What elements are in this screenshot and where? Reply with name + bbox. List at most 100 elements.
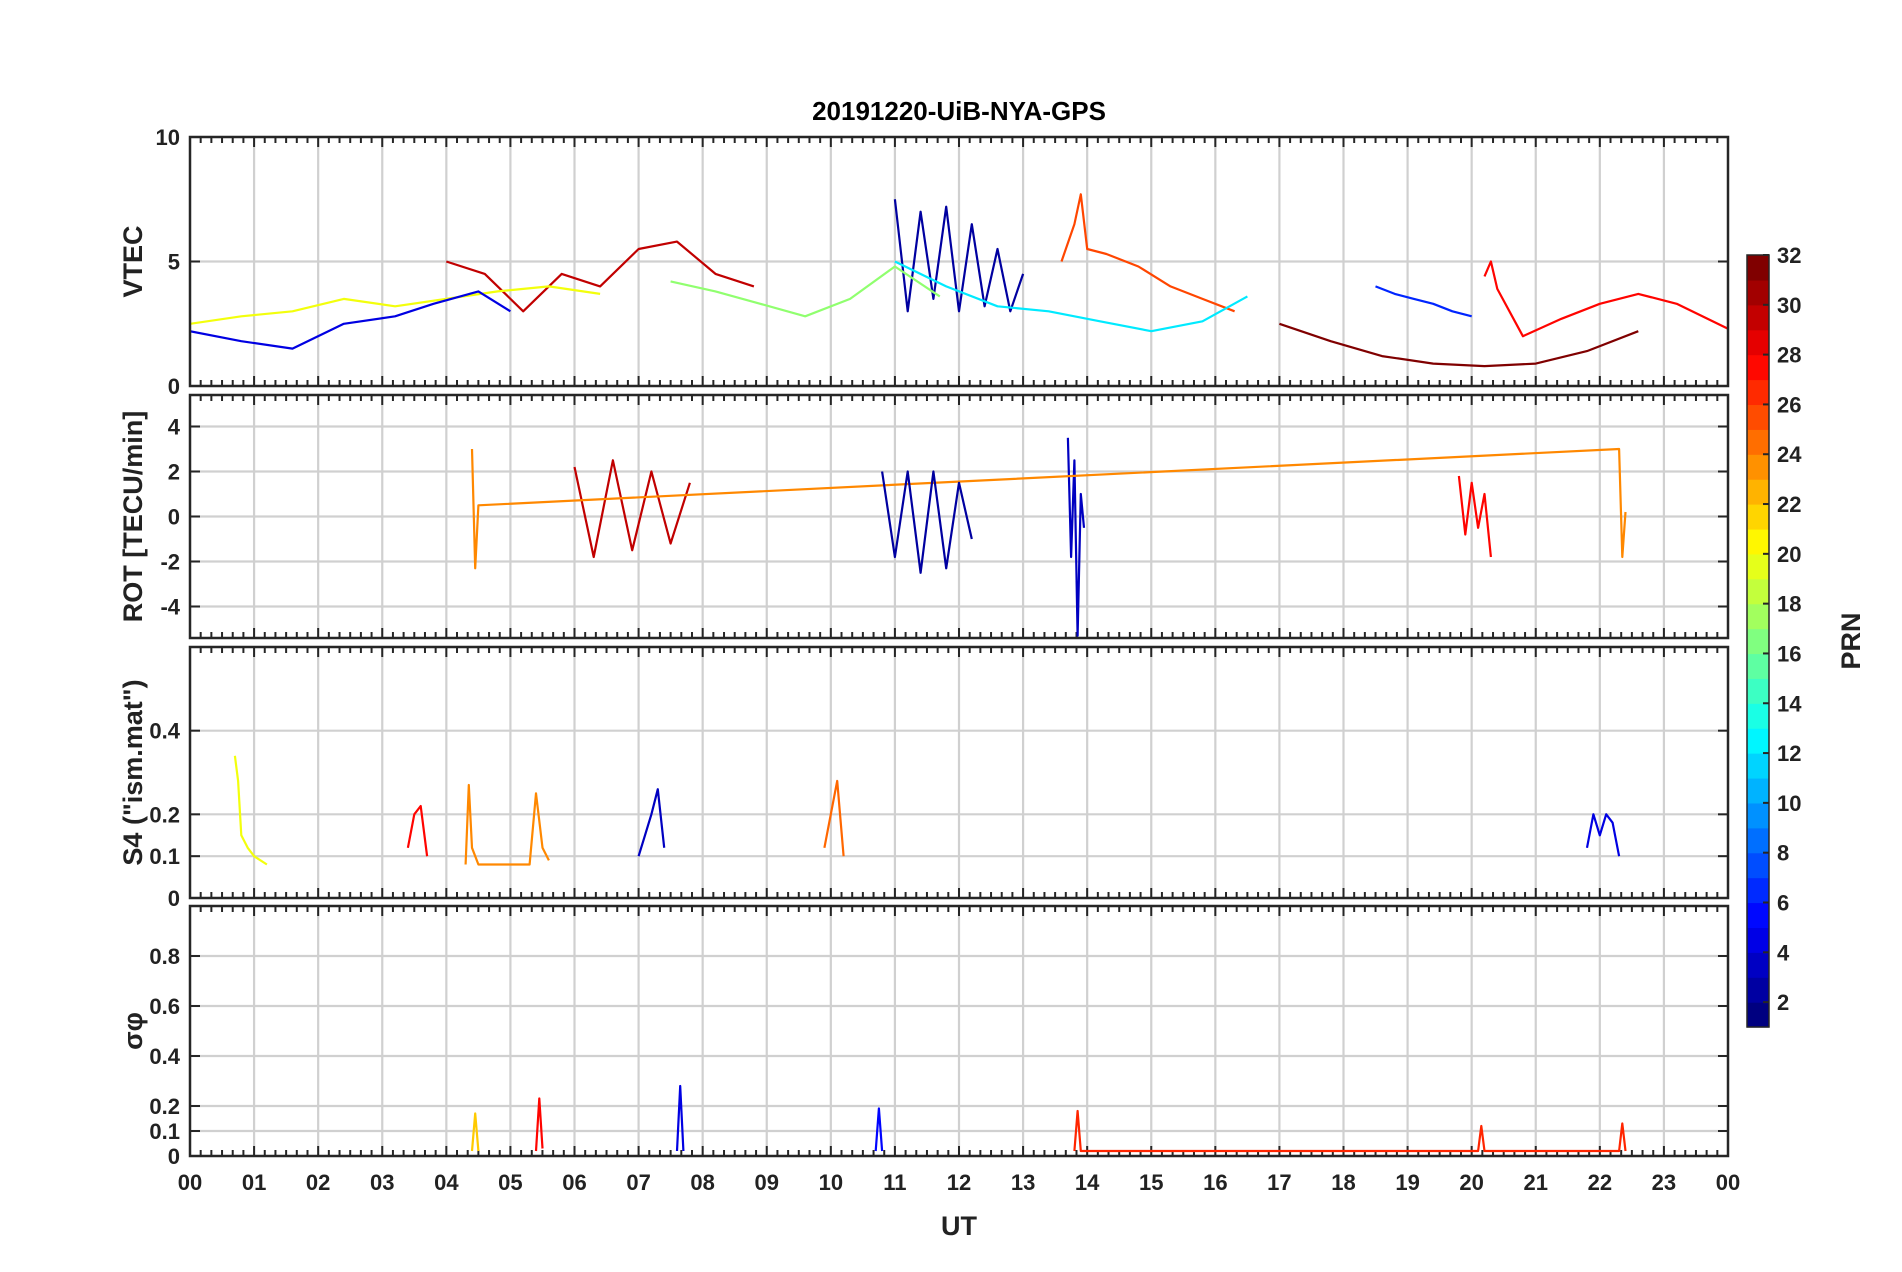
xtick-label: 02 bbox=[306, 1170, 330, 1195]
series-line-prn-27 bbox=[1073, 1109, 1627, 1153]
x-axis-label: UT bbox=[941, 1211, 977, 1241]
colorbar-segment bbox=[1747, 255, 1769, 281]
ytick-label: 0.1 bbox=[149, 1119, 180, 1144]
colorbar-tick-label: 28 bbox=[1777, 343, 1801, 368]
x-axis: 00 01 02 03 04 05 06 07 08 09 10 11 12 13 14 15 16 17 18 19… bbox=[178, 1170, 1740, 1195]
panel-vtec: 0 5 10 VTEC bbox=[118, 125, 1730, 399]
ytick-label: 0 bbox=[168, 886, 180, 911]
series-line-prn-28 bbox=[1483, 260, 1728, 338]
colorbar-tick-label: 4 bbox=[1777, 940, 1790, 965]
colorbar-tick-label: 20 bbox=[1777, 542, 1801, 567]
colorbar-segment bbox=[1747, 877, 1769, 904]
xtick-label: 03 bbox=[370, 1170, 394, 1195]
xtick-label: 18 bbox=[1331, 1170, 1355, 1195]
colorbar-tick-label: 6 bbox=[1777, 890, 1789, 915]
colorbar-segment bbox=[1747, 678, 1769, 704]
ytick-label: -2 bbox=[160, 550, 180, 575]
colorbar-tick-label: 30 bbox=[1777, 293, 1801, 318]
panel-rot: -4 -2 0 2 4 ROT [TECU/min] bbox=[118, 393, 1730, 640]
ytick-label: 0.1 bbox=[149, 844, 180, 869]
xtick-label: 12 bbox=[947, 1170, 971, 1195]
panel-frame bbox=[188, 904, 1730, 1158]
ytick-label: 5 bbox=[168, 250, 180, 275]
series-line-prn-30 bbox=[445, 240, 755, 313]
colorbar-tick-label: 22 bbox=[1777, 492, 1801, 517]
colorbar-tick-label: 14 bbox=[1777, 691, 1802, 716]
y-axis-label: VTEC bbox=[118, 225, 148, 297]
ytick-label: 0 bbox=[168, 1144, 180, 1169]
series-line-prn-4 bbox=[190, 290, 511, 350]
series-line-prn-3 bbox=[1066, 437, 1086, 637]
colorbar-segment bbox=[1747, 852, 1769, 879]
series-line-prn-24 bbox=[470, 447, 1627, 570]
colorbar-segment bbox=[1747, 753, 1769, 779]
series-group bbox=[470, 437, 1627, 637]
series-line-prn-2 bbox=[881, 470, 973, 574]
series-line-prn-22 bbox=[470, 1112, 480, 1152]
colorbar-segment bbox=[1747, 379, 1769, 406]
ytick-label: 0.2 bbox=[149, 802, 180, 827]
series-line-prn-4 bbox=[1585, 813, 1621, 857]
ytick-label: 0.6 bbox=[149, 994, 180, 1019]
series-group bbox=[470, 1084, 1627, 1153]
colorbar-tick-label: 16 bbox=[1777, 641, 1801, 666]
xtick-label: 05 bbox=[498, 1170, 522, 1195]
series-line-prn-24 bbox=[464, 783, 550, 866]
series-line-prn-28 bbox=[534, 1097, 544, 1152]
colorbar-segment bbox=[1747, 329, 1769, 356]
panel-sigma: 00.10.2 0.4 0.6 0.8 σφ bbox=[118, 904, 1730, 1169]
colorbar-segment bbox=[1747, 603, 1769, 630]
panel-s4: 0 0.1 0.2 0.4S4 ("ism.mat") bbox=[118, 645, 1730, 911]
colorbar-segment bbox=[1747, 1002, 1769, 1028]
colorbar-segment bbox=[1747, 802, 1769, 829]
colorbar-segment bbox=[1747, 354, 1769, 381]
series-line-prn-28 bbox=[1457, 475, 1492, 558]
colorbar-segment bbox=[1747, 628, 1769, 655]
xtick-label: 21 bbox=[1524, 1170, 1548, 1195]
series-line-prn-20 bbox=[233, 755, 268, 866]
panel-frame bbox=[188, 393, 1730, 640]
colorbar-tick-label: 2 bbox=[1777, 990, 1789, 1015]
xtick-label: 09 bbox=[755, 1170, 779, 1195]
series-line-prn-28 bbox=[406, 804, 429, 857]
colorbar-segment bbox=[1747, 977, 1769, 1003]
series-line-prn-3 bbox=[637, 788, 666, 857]
y-axis-label: ROT [TECU/min] bbox=[118, 411, 148, 622]
colorbar-segment bbox=[1747, 927, 1769, 953]
xtick-label: 00 bbox=[1716, 1170, 1740, 1195]
series-line-prn-4 bbox=[675, 1084, 685, 1152]
ytick-label: 10 bbox=[156, 125, 180, 150]
series-line-prn-5 bbox=[874, 1107, 884, 1152]
xtick-label: 08 bbox=[690, 1170, 714, 1195]
colorbar-frame bbox=[1746, 254, 1770, 1028]
colorbar-segment bbox=[1747, 304, 1769, 331]
colorbar-tick-label: 18 bbox=[1777, 592, 1801, 617]
xtick-label: 13 bbox=[1011, 1170, 1035, 1195]
series-line-prn-2 bbox=[893, 199, 1025, 313]
ytick-label: 0 bbox=[168, 374, 180, 399]
xtick-label: 01 bbox=[242, 1170, 266, 1195]
colorbar-segment bbox=[1747, 504, 1769, 530]
series-line-prn-25 bbox=[823, 779, 845, 857]
xtick-label: 07 bbox=[626, 1170, 650, 1195]
colorbar-segment bbox=[1747, 703, 1769, 729]
colorbar-tick-label: 32 bbox=[1777, 243, 1801, 268]
colorbar-segment bbox=[1747, 454, 1769, 480]
xtick-label: 14 bbox=[1075, 1170, 1100, 1195]
panel-frame bbox=[188, 645, 1730, 900]
colorbar-segment bbox=[1747, 902, 1769, 928]
y-axis-label: S4 ("ism.mat") bbox=[118, 679, 148, 865]
colorbar-segment bbox=[1747, 728, 1769, 754]
ytick-label: 0.8 bbox=[149, 944, 180, 969]
xtick-label: 19 bbox=[1395, 1170, 1419, 1195]
colorbar-tick-label: 8 bbox=[1777, 841, 1789, 866]
colorbar-segment bbox=[1747, 479, 1769, 505]
colorbar-tick-label: 24 bbox=[1777, 442, 1802, 467]
colorbar-tick-label: 12 bbox=[1777, 741, 1801, 766]
colorbar-tick-label: 10 bbox=[1777, 791, 1801, 816]
panel-frame bbox=[188, 135, 1730, 388]
xtick-label: 20 bbox=[1459, 1170, 1483, 1195]
ytick-label: 2 bbox=[168, 460, 180, 485]
